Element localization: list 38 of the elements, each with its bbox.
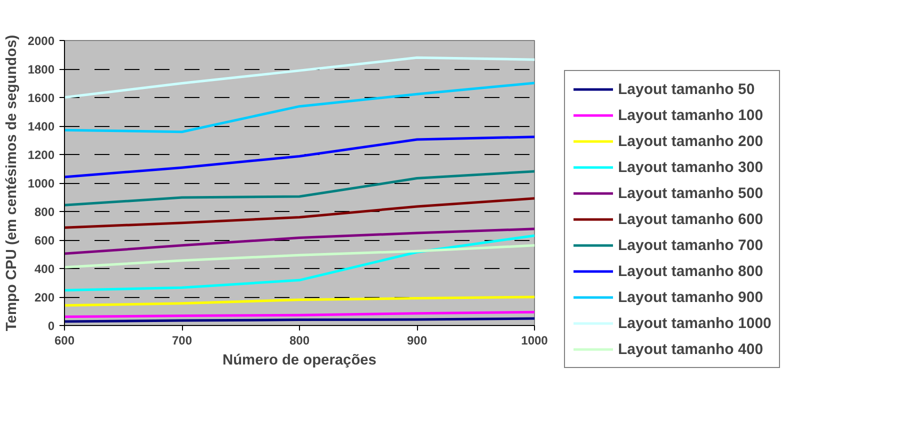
line-series (64, 82, 534, 134)
legend-label: Layout tamanho 500 (618, 184, 764, 202)
line-series (64, 244, 534, 268)
legend-label: Layout tamanho 200 (618, 132, 764, 150)
x-tick-label: 600 (54, 334, 75, 348)
x-axis-title: Número de operações (222, 352, 376, 368)
line-series (64, 234, 534, 292)
legend-label: Layout tamanho 400 (618, 340, 764, 358)
line-series (64, 136, 534, 178)
line-series (64, 170, 534, 206)
y-tick-label: 200 (34, 290, 55, 304)
y-tick-label: 0 (48, 319, 55, 333)
line-series (64, 56, 534, 99)
legend-label: Layout tamanho 600 (618, 210, 764, 228)
legend-label: Layout tamanho 700 (618, 236, 764, 254)
y-tick-label: 1400 (28, 120, 55, 134)
y-tick-label: 800 (34, 205, 55, 219)
y-tick-label: 400 (34, 262, 55, 276)
legend-label: Layout tamanho 800 (618, 262, 764, 280)
x-tick-label: 900 (406, 334, 428, 348)
legend-label: Layout tamanho 300 (618, 158, 764, 176)
y-tick-label: 600 (34, 234, 55, 248)
line-series (64, 296, 534, 307)
line-series (64, 228, 534, 255)
x-tick-label: 1000 (521, 334, 548, 348)
legend-label: Layout tamanho 100 (618, 106, 764, 124)
y-axis-title: Tempo CPU (em centésimos de segundos) (4, 34, 20, 332)
y-tick-label: 1000 (28, 176, 55, 190)
y-tick-label: 2000 (28, 34, 55, 48)
y-tick-label: 1600 (28, 91, 55, 105)
x-tick-label: 800 (289, 334, 310, 348)
y-tick-label: 1200 (28, 148, 55, 162)
y-tick-label: 1800 (28, 62, 55, 76)
x-tick-label: 700 (172, 334, 192, 348)
legend-label: Layout tamanho 1000 (618, 314, 772, 332)
line-series (64, 197, 534, 229)
legend-label: Layout tamanho 900 (618, 288, 764, 306)
legend-label: Layout tamanho 50 (618, 80, 755, 98)
